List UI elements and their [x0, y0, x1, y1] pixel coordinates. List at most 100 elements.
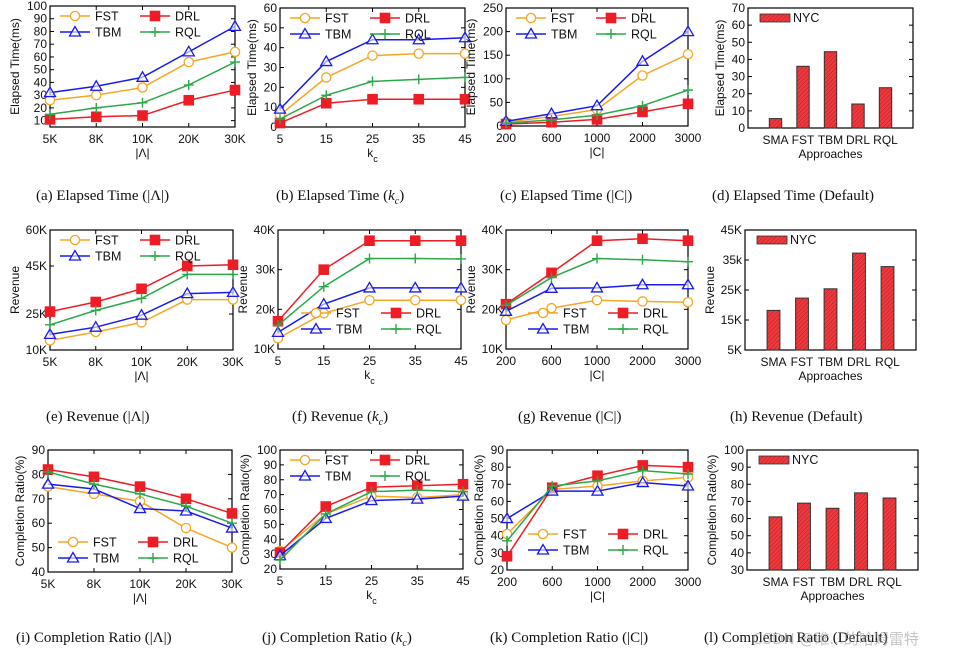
legend-label-drl: DRL [416, 307, 441, 321]
point-tbm [590, 484, 605, 496]
caption-e: (e) Revenue (|Λ|) [46, 409, 150, 425]
point-rql [456, 253, 466, 264]
series-rql [45, 269, 238, 330]
y-tick-label: 30 [264, 61, 278, 75]
y-tick-label: 60 [731, 512, 745, 526]
point-rql [412, 485, 423, 496]
point-fst [500, 314, 512, 326]
legend-label-tbm: TBM [95, 26, 121, 40]
point-rql [91, 102, 102, 113]
x-tick-label: 200 [496, 354, 516, 368]
point-tbm [364, 493, 379, 506]
y-tick-label: 40 [731, 546, 745, 560]
y-tick-label: 40 [34, 75, 48, 89]
x-tick-label: 20K [178, 132, 199, 146]
y-tick-label: 10K [254, 342, 275, 356]
bar-fst [796, 65, 810, 129]
y-tick-label: 35k [723, 253, 743, 267]
legend-marker-rql [606, 29, 616, 39]
y-tick-label: 30 [34, 88, 48, 102]
point-rql [43, 466, 53, 477]
point-rql [135, 488, 145, 499]
bar-rql [882, 497, 897, 571]
x-tick-label: DRL [849, 575, 873, 589]
y-tick-label: 20 [732, 87, 746, 101]
legend-label-fst: FST [325, 454, 349, 468]
point-rql [321, 90, 332, 101]
point-rql [364, 253, 375, 264]
legend-marker-drl [390, 307, 402, 319]
x-tick-label: 5 [277, 574, 284, 588]
legend-marker-fst [525, 12, 537, 24]
caption-k: (k) Completion Ratio (|C|) [490, 630, 649, 646]
y-tick-label: 10 [34, 114, 48, 128]
point-drl [136, 283, 147, 295]
y-tick-label: 200 [483, 25, 503, 39]
point-drl [682, 235, 694, 247]
y-axis-label: Completion Ratio(%) [705, 455, 719, 566]
bar-fst [795, 297, 809, 351]
legend-marker-rql [380, 29, 390, 39]
point-rql [410, 253, 421, 264]
chart-completion-ratio-c: 20 30 40 50 60 70 80 90 200 600 1000 2000 3000 |C| Com… [470, 430, 710, 610]
point-rql [547, 481, 558, 491]
y-tick-label: 60K [26, 223, 47, 237]
y-tick-label: 100 [724, 443, 744, 457]
x-tick-label: 8K [88, 355, 103, 369]
x-tick-label: SMA [762, 133, 788, 147]
bar-fst [797, 502, 811, 571]
y-axis-label: Elapsed Time(ms) [245, 19, 259, 116]
y-axis-label: Revenue [464, 265, 478, 313]
legend-label-fst: FST [563, 307, 587, 321]
y-tick-label: 30 [264, 547, 278, 561]
bar-tbm [823, 51, 838, 129]
point-drl [226, 508, 238, 519]
point-drl [637, 233, 648, 245]
point-rql [89, 479, 99, 490]
point-drl [455, 235, 467, 247]
point-rql [227, 518, 237, 529]
y-tick-label: 20 [491, 563, 505, 577]
legend-label-rql: RQL [631, 28, 657, 42]
y-tick-label: 5K [727, 343, 742, 357]
plot-frame [279, 449, 464, 570]
y-tick-label: 70 [491, 477, 505, 491]
legend-marker-rql [380, 471, 390, 481]
point-fst [455, 294, 467, 306]
legend-label-fst: FST [325, 12, 349, 26]
legend-marker-rql [150, 251, 160, 261]
chart-elapsed-time-c: 0 50 100 150 200 250 200 600 1000 2000 3000 |C| Elap… [464, 0, 710, 170]
caption-b: (b) Elapsed Time (kc) [276, 188, 405, 207]
series-tbm [43, 19, 242, 98]
legend-label-fst: FST [95, 234, 119, 248]
legend-swatch-nyc [759, 13, 791, 23]
caption-i: (i) Completion Ratio (|Λ|) [16, 630, 172, 646]
legend-label-tbm: TBM [336, 323, 362, 337]
legend-marker-fst [537, 307, 549, 319]
y-axis-label: Completion Ratio(%) [13, 456, 27, 567]
y-tick-label: 50 [32, 541, 46, 555]
chart-elapsed-time-lambda: 10 20 30 40 50 60 70 80 90 100 5K 8K 10K 20K 30K |Λ| Ela… [0, 0, 250, 170]
y-tick-label: 70 [32, 492, 46, 506]
series-drl [44, 84, 241, 125]
legend-label-rql: RQL [173, 552, 199, 566]
y-tick-label: 40 [732, 52, 746, 66]
point-fst [137, 82, 148, 93]
point-rql [637, 465, 648, 476]
point-fst [229, 46, 241, 58]
x-tick-label: 200 [496, 131, 516, 145]
legend-marker-tbm [298, 469, 312, 481]
x-tick-label: 5K [43, 355, 58, 369]
point-rql [273, 320, 283, 331]
legend-label-drl: DRL [175, 234, 200, 248]
x-tick-label: 2000 [629, 575, 656, 589]
point-tbm [681, 24, 695, 37]
series-fst [274, 48, 471, 121]
legend-marker-tbm [536, 543, 550, 555]
point-rql [592, 475, 603, 486]
x-tick-label: 20K [177, 355, 198, 369]
x-tick-label: 5K [43, 132, 58, 146]
bar-drl [854, 492, 868, 571]
y-tick-label: 30k [256, 263, 276, 277]
chart-revenue-default: 5K 15K 25K 35k 45K SMA FST TBM DRL RQL Approaches R… [700, 215, 960, 390]
